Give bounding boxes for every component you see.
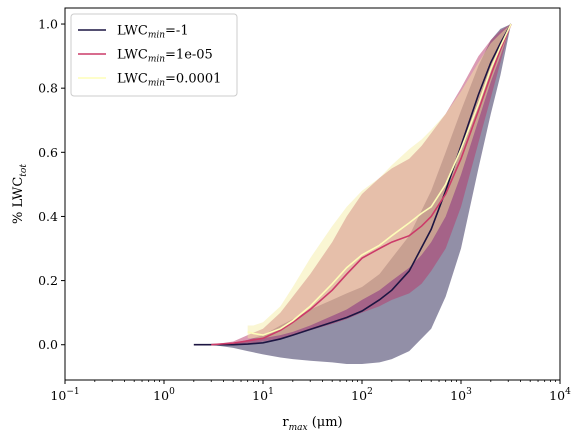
- series-lines: [193, 23, 512, 346]
- legend: LWCmin=-1 LWCmin=1e-05 LWCmin=0.0001: [70, 13, 238, 97]
- x-tick-label: 100: [153, 387, 175, 403]
- y-tick-label: 1.0: [38, 17, 58, 32]
- y-tick-label: 0.2: [38, 273, 58, 288]
- plot-frame: [64, 7, 561, 381]
- legend-label-2: LWCmin=1e-05: [117, 48, 213, 65]
- band-series-1: [193, 24, 512, 364]
- y-tick-label: 0.8: [38, 81, 58, 96]
- x-tick-label: 102: [351, 387, 373, 403]
- x-tick-label: 104: [549, 387, 571, 403]
- uncertainty-bands: [193, 24, 512, 364]
- x-axis-ticks: 10−1 100 101 102 103 104: [50, 380, 571, 403]
- x-axis-label: rmax (μm): [282, 415, 342, 433]
- band-series-2: [211, 24, 512, 345]
- line-series-2: [211, 23, 512, 346]
- line-series-1: [193, 23, 512, 346]
- x-tick-label: 101: [252, 387, 274, 403]
- legend-label-1: LWCmin=-1: [117, 24, 189, 41]
- y-tick-label: 0.4: [38, 209, 58, 224]
- band-series-3: [247, 24, 512, 339]
- y-axis-ticks: 0.0 0.2 0.4 0.6 0.8 1.0: [38, 17, 65, 352]
- x-tick-label: 10−1: [50, 387, 79, 403]
- legend-label-3: LWCmin=0.0001: [117, 72, 221, 89]
- legend-box: [70, 13, 238, 97]
- x-tick-label: 103: [450, 387, 472, 403]
- y-tick-label: 0.0: [38, 337, 58, 352]
- line-series-3: [247, 23, 512, 336]
- y-axis-label: % LWCtot: [11, 164, 29, 224]
- y-tick-label: 0.6: [38, 145, 58, 160]
